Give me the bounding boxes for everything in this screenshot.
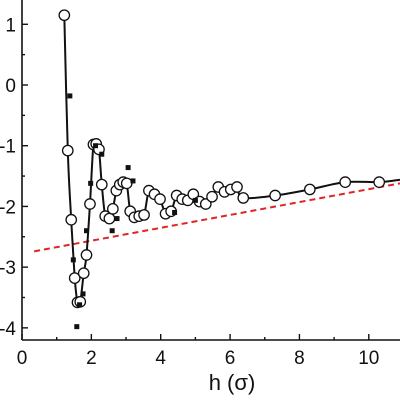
data-point-circle <box>138 209 150 221</box>
data-point-square <box>80 291 86 297</box>
y-tick-label: -4 <box>0 319 16 340</box>
data-point-circle <box>339 176 352 188</box>
series-group <box>58 9 400 330</box>
dashed-reference-line <box>33 182 400 253</box>
data-point-square <box>99 151 105 157</box>
data-point-circle <box>80 249 93 261</box>
data-point-circle <box>154 193 166 205</box>
data-point-square <box>74 324 80 330</box>
data-point-square <box>77 302 83 308</box>
y-tick-label: 1 <box>5 15 16 36</box>
data-point-circle <box>103 212 116 225</box>
data-point-square <box>109 228 115 234</box>
x-axis-title: h (σ) <box>209 370 256 395</box>
data-point-circle <box>61 144 74 157</box>
data-point-circle <box>237 192 250 204</box>
data-point-square <box>67 93 73 99</box>
data-point-circle <box>231 181 243 193</box>
data-point-circle <box>95 178 108 191</box>
data-point-circle <box>68 272 81 284</box>
data-point-circle <box>373 176 386 188</box>
x-tick-label: 10 <box>358 348 379 369</box>
data-point-square <box>130 178 136 184</box>
data-point-square <box>84 228 90 234</box>
axes <box>21 0 400 341</box>
data-point-circle <box>269 189 282 202</box>
data-point-square <box>192 197 198 203</box>
reference-line-group <box>33 182 400 253</box>
y-tick-label: -2 <box>0 197 16 218</box>
data-point-circle <box>58 9 71 22</box>
x-tick-label: 6 <box>225 348 236 369</box>
data-point-circle <box>120 177 133 190</box>
data-point-square <box>93 143 99 149</box>
series-line <box>63 15 400 307</box>
data-point-circle <box>303 183 316 196</box>
data-point-square <box>114 216 120 222</box>
x-tick-label: 8 <box>294 348 305 369</box>
x-tick-label: 0 <box>17 348 28 369</box>
data-point-square <box>172 210 178 215</box>
x-tick-label: 4 <box>155 348 166 369</box>
y-tick-label: -1 <box>0 137 16 158</box>
data-point-circle <box>199 198 212 210</box>
data-point-square <box>88 180 94 186</box>
data-point-square <box>70 257 76 263</box>
data-point-circle <box>84 198 96 210</box>
y-tick-label: 0 <box>5 76 16 97</box>
y-tick-label: -3 <box>0 258 16 279</box>
data-point-circle <box>77 267 90 280</box>
data-point-square <box>125 165 131 171</box>
data-point-circle <box>107 203 119 215</box>
data-point-circle <box>65 213 78 226</box>
x-tick-label: 2 <box>86 348 97 369</box>
data-point-circle <box>206 190 218 203</box>
